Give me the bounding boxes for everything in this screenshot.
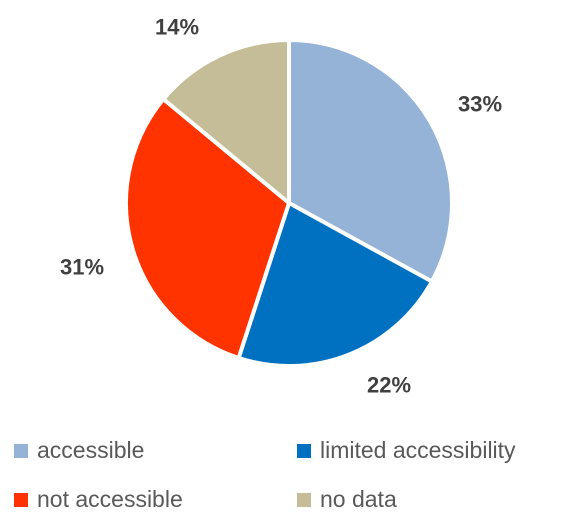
pie-slice-not-accessible	[124, 97, 291, 361]
pie-data-labels: 33% 22% 31% 14%	[60, 15, 502, 398]
pie-slice-accessible	[287, 38, 454, 284]
data-label-no-data: 14%	[155, 15, 199, 40]
data-label-not-accessible: 31%	[60, 255, 104, 280]
data-label-accessible: 33%	[458, 92, 502, 117]
pie-slice-limited-accessibility	[236, 201, 434, 368]
data-label-limited-accessibility: 22%	[367, 373, 411, 398]
pie-slices	[124, 38, 454, 368]
pie-slice-no-data	[161, 38, 291, 205]
